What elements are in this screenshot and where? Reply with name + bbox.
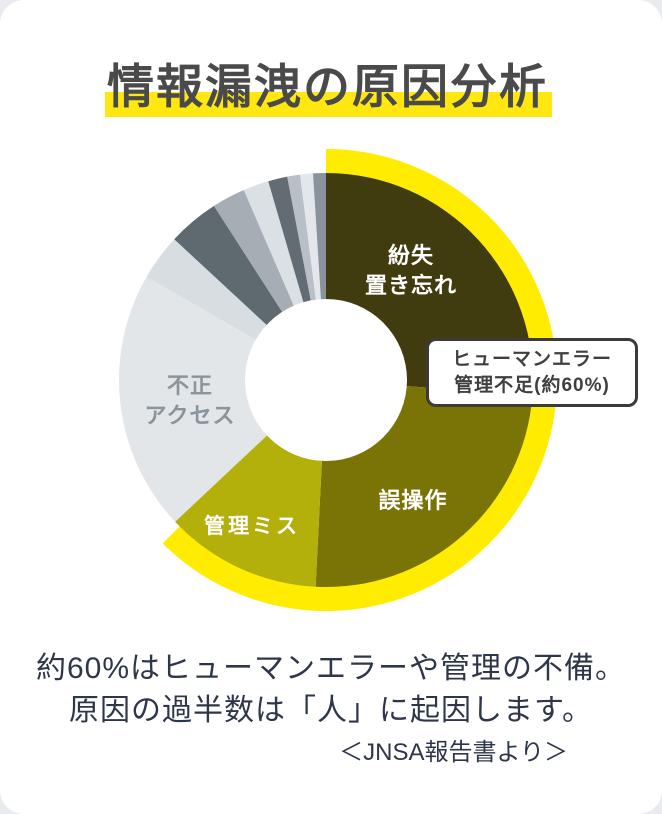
callout-line2: 管理不足(約60%) <box>454 374 610 396</box>
segment-label-loss-line1: 紛失 <box>387 243 435 268</box>
callout-line1: ヒューマンエラー <box>451 348 612 370</box>
segment-label-loss-misplacement: 紛失 置き忘れ <box>365 241 457 301</box>
human-error-callout: ヒューマンエラー 管理不足(約60%) <box>426 338 638 407</box>
donut-hole <box>245 299 407 461</box>
caption-block: 約60%はヒューマンエラーや管理の不備。 原因の過半数は「人」に起因します。 ＜… <box>0 648 662 770</box>
highlight-arc <box>162 149 558 611</box>
segment-label-loss-line2: 置き忘れ <box>364 273 458 298</box>
caption-source: ＜JNSA報告書より＞ <box>339 739 568 766</box>
segment-label-unauthorized-line2: アクセス <box>144 403 236 428</box>
page-title: 情報漏洩の原因分析 <box>105 60 552 118</box>
segment-label-management-mistake: 管理ミス <box>204 515 300 538</box>
caption-line2: 原因の過半数は「人」に起因します。 <box>69 694 593 727</box>
segment-label-misoperation: 誤操作 <box>378 488 448 513</box>
caption-line1: 約60%はヒューマンエラーや管理の不備。 <box>35 652 627 685</box>
page-title-text: 情報漏洩の原因分析 <box>105 60 552 118</box>
segment-label-unauthorized-line1: 不正 <box>166 373 213 398</box>
segment-label-unauthorized-access: 不正 アクセス <box>145 371 236 431</box>
pie-segment-3 <box>119 276 327 522</box>
